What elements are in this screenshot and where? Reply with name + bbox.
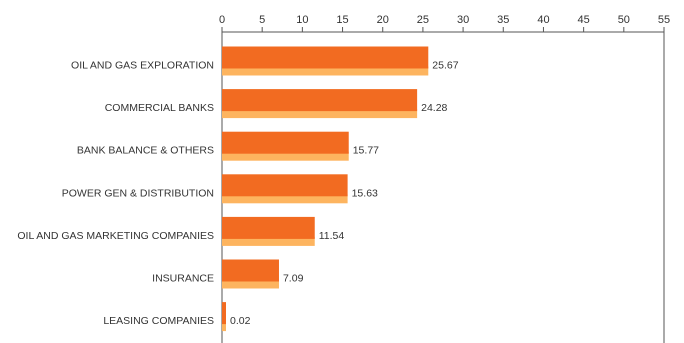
data-label: 11.54 xyxy=(319,230,345,242)
bar xyxy=(222,259,279,282)
bar xyxy=(222,216,315,239)
x-axis-ticks: 0 5 10 15 20 25 30 35 40 45 50 55 xyxy=(219,14,670,32)
x-tick-label: 45 xyxy=(578,14,590,26)
bar-base xyxy=(222,279,279,289)
x-tick-label: 40 xyxy=(537,14,549,26)
x-tick-label: 55 xyxy=(658,14,670,26)
bar xyxy=(222,174,348,197)
bar-base xyxy=(222,322,226,332)
x-tick-label: 20 xyxy=(377,14,389,26)
x-tick-label: 10 xyxy=(296,14,308,26)
data-label: 7.09 xyxy=(283,273,304,285)
category-label: POWER GEN & DISTRIBUTION xyxy=(62,187,214,199)
bar xyxy=(222,46,429,69)
bar-base xyxy=(222,151,349,161)
category-label: BANK BALANCE & OTHERS xyxy=(77,145,214,157)
bar-base xyxy=(222,236,315,246)
data-label: 0.02 xyxy=(230,315,251,327)
bar xyxy=(222,302,226,325)
data-label: 24.28 xyxy=(421,102,447,114)
bar-base xyxy=(222,66,429,76)
category-label: INSURANCE xyxy=(152,273,214,285)
data-label: 15.63 xyxy=(352,187,378,199)
category-label: LEASING COMPANIES xyxy=(103,315,214,327)
x-tick-label: 25 xyxy=(417,14,429,26)
bars: 25.67 24.28 15.77 15.63 11.54 7.09 0.02 xyxy=(222,46,459,332)
bar xyxy=(222,89,418,112)
x-tick-label: 0 xyxy=(219,14,225,26)
data-label: 15.77 xyxy=(353,145,379,157)
x-tick-label: 5 xyxy=(259,14,265,26)
category-label: OIL AND GAS MARKETING COMPANIES xyxy=(17,230,214,242)
x-tick-label: 30 xyxy=(457,14,469,26)
category-labels: OIL AND GAS EXPLORATION COMMERCIAL BANKS B… xyxy=(17,60,214,328)
bar-base xyxy=(222,194,348,204)
x-tick-label: 15 xyxy=(336,14,348,26)
bar-base xyxy=(222,109,418,119)
bar xyxy=(222,131,349,154)
category-label: COMMERCIAL BANKS xyxy=(105,102,214,114)
data-label: 25.67 xyxy=(432,60,458,72)
x-tick-label: 50 xyxy=(618,14,630,26)
category-label: OIL AND GAS EXPLORATION xyxy=(71,60,214,72)
x-tick-label: 35 xyxy=(497,14,509,26)
